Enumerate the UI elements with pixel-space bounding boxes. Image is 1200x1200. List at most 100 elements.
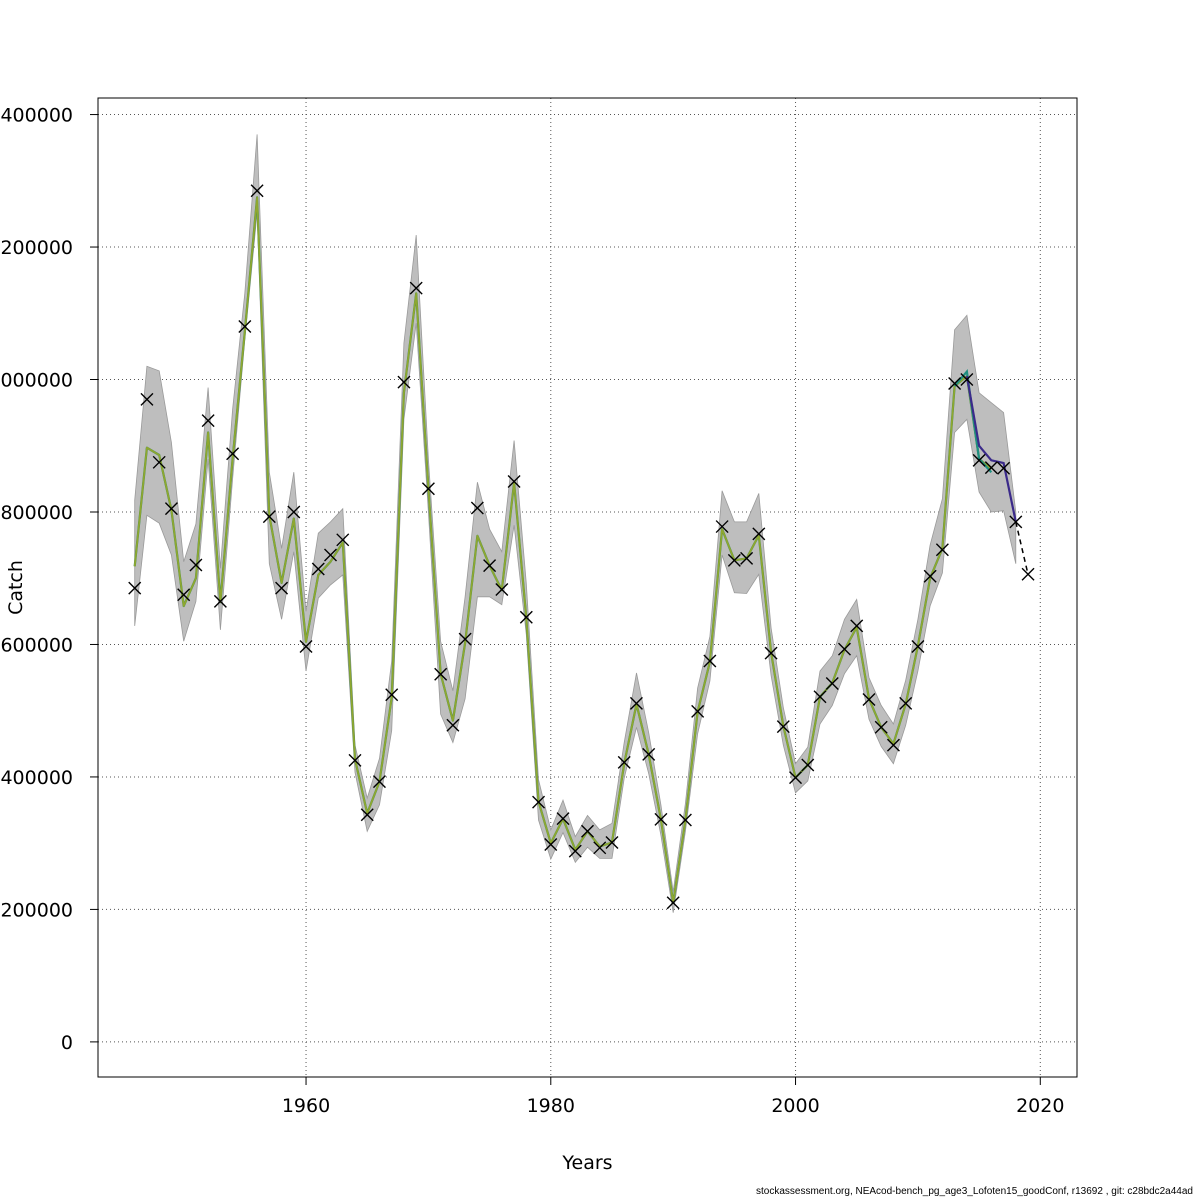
observed-point-stroke bbox=[483, 559, 497, 573]
observed-point-stroke bbox=[960, 373, 974, 387]
observed-point-stroke bbox=[152, 455, 166, 469]
observed-point-stroke bbox=[201, 414, 215, 428]
observed-point-stroke bbox=[850, 619, 864, 633]
observed-point-stroke bbox=[446, 718, 460, 732]
observed-point-stroke bbox=[862, 692, 876, 706]
observed-point bbox=[691, 704, 705, 718]
observed-point-stroke bbox=[434, 667, 448, 681]
observed-point bbox=[911, 639, 925, 653]
observed-point bbox=[397, 375, 411, 389]
observed-point-stroke bbox=[899, 696, 913, 710]
observed-point bbox=[960, 373, 974, 387]
observed-point bbox=[886, 738, 900, 752]
observed-point-stroke bbox=[948, 376, 962, 390]
observed-point bbox=[336, 533, 350, 547]
observed-point bbox=[189, 558, 203, 572]
observed-point bbox=[532, 795, 546, 809]
observed-point-stroke bbox=[837, 642, 851, 656]
observed-point bbox=[862, 692, 876, 706]
observed-point-stroke bbox=[287, 505, 301, 519]
observed-point-stroke bbox=[666, 896, 680, 910]
x-tick-label: 2000 bbox=[771, 1095, 819, 1117]
observed-point bbox=[409, 281, 423, 295]
observed-point-stroke bbox=[189, 558, 203, 572]
observed-point bbox=[629, 696, 643, 710]
observed-point bbox=[213, 594, 227, 608]
y-tick-label: 800000 bbox=[0, 502, 73, 524]
observed-point bbox=[177, 588, 191, 602]
observed-point-stroke bbox=[128, 581, 142, 595]
observed-point bbox=[1021, 567, 1035, 581]
observed-point bbox=[1009, 515, 1023, 529]
observed-point-stroke bbox=[776, 720, 790, 734]
y-axis-title: Catch bbox=[5, 560, 27, 615]
observed-point-stroke bbox=[691, 704, 705, 718]
observed-point bbox=[837, 642, 851, 656]
observed-point-stroke bbox=[1021, 567, 1035, 581]
observed-point-stroke bbox=[911, 639, 925, 653]
observed-point bbox=[740, 551, 754, 565]
y-tick-label: 600000 bbox=[0, 634, 73, 656]
observed-point-stroke bbox=[458, 632, 472, 646]
y-axis: 0 200000 400000 600000 800000 1000000 1200000 1… bbox=[0, 105, 98, 1054]
observed-point bbox=[152, 455, 166, 469]
observed-point bbox=[789, 771, 803, 785]
observed-point-stroke bbox=[740, 551, 754, 565]
y-tick-label: 1400000 bbox=[0, 105, 73, 127]
observed-point bbox=[972, 453, 986, 467]
observed-point bbox=[642, 747, 656, 761]
observed-point bbox=[899, 696, 913, 710]
observed-point-stroke bbox=[262, 510, 276, 524]
observed-point-stroke bbox=[997, 461, 1011, 475]
observed-point-stroke bbox=[226, 447, 240, 461]
observed-point bbox=[948, 376, 962, 390]
observed-point-stroke bbox=[544, 838, 558, 851]
observed-point bbox=[850, 619, 864, 633]
observed-point bbox=[813, 690, 827, 704]
observed-point bbox=[666, 896, 680, 910]
observed-point-stroke bbox=[825, 677, 839, 691]
observed-point-stroke bbox=[299, 639, 313, 653]
observed-point-stroke bbox=[556, 812, 570, 826]
x-tick-label: 2020 bbox=[1016, 1095, 1064, 1117]
observed-point-stroke bbox=[715, 520, 729, 534]
observed-point-stroke bbox=[764, 646, 778, 660]
observed-point bbox=[764, 646, 778, 660]
observed-point-stroke bbox=[789, 771, 803, 785]
observed-point-stroke bbox=[397, 375, 411, 389]
observed-point bbox=[434, 667, 448, 681]
y-tick-label: 200000 bbox=[0, 899, 73, 921]
observed-point-stroke bbox=[507, 475, 521, 489]
observed-point bbox=[262, 510, 276, 524]
observed-point bbox=[593, 841, 607, 855]
observed-point-stroke bbox=[275, 581, 289, 595]
observed-point-stroke bbox=[177, 588, 191, 602]
plot-frame bbox=[97, 97, 1078, 1078]
observed-point bbox=[470, 501, 484, 515]
observed-point-stroke bbox=[311, 562, 325, 576]
x-axis: 1960 1980 2000 2020 bbox=[282, 1077, 1064, 1117]
observed-point bbox=[752, 527, 766, 541]
y-tick-label: 1000000 bbox=[0, 370, 73, 392]
observed-point bbox=[581, 824, 594, 838]
observed-point bbox=[385, 688, 399, 702]
observed-point-stroke bbox=[372, 775, 386, 789]
observed-point-stroke bbox=[140, 392, 154, 406]
observed-point bbox=[776, 720, 790, 734]
observed-point bbox=[226, 447, 240, 461]
observed-point bbox=[324, 548, 338, 562]
observed-point bbox=[458, 632, 472, 646]
observed-point-stroke bbox=[886, 738, 900, 752]
observed-point-stroke bbox=[421, 482, 435, 496]
observed-point bbox=[544, 838, 558, 851]
forecast-line-dashed bbox=[1015, 521, 1029, 575]
observed-point bbox=[801, 758, 815, 772]
observed-point bbox=[678, 813, 692, 827]
observed-point bbox=[372, 775, 386, 789]
confidence-band-area bbox=[134, 134, 1017, 913]
observed-point bbox=[568, 844, 582, 858]
observed-point-stroke bbox=[703, 654, 717, 668]
observed-point bbox=[715, 520, 729, 534]
observed-point-stroke bbox=[813, 690, 827, 704]
observed-point bbox=[201, 414, 215, 428]
